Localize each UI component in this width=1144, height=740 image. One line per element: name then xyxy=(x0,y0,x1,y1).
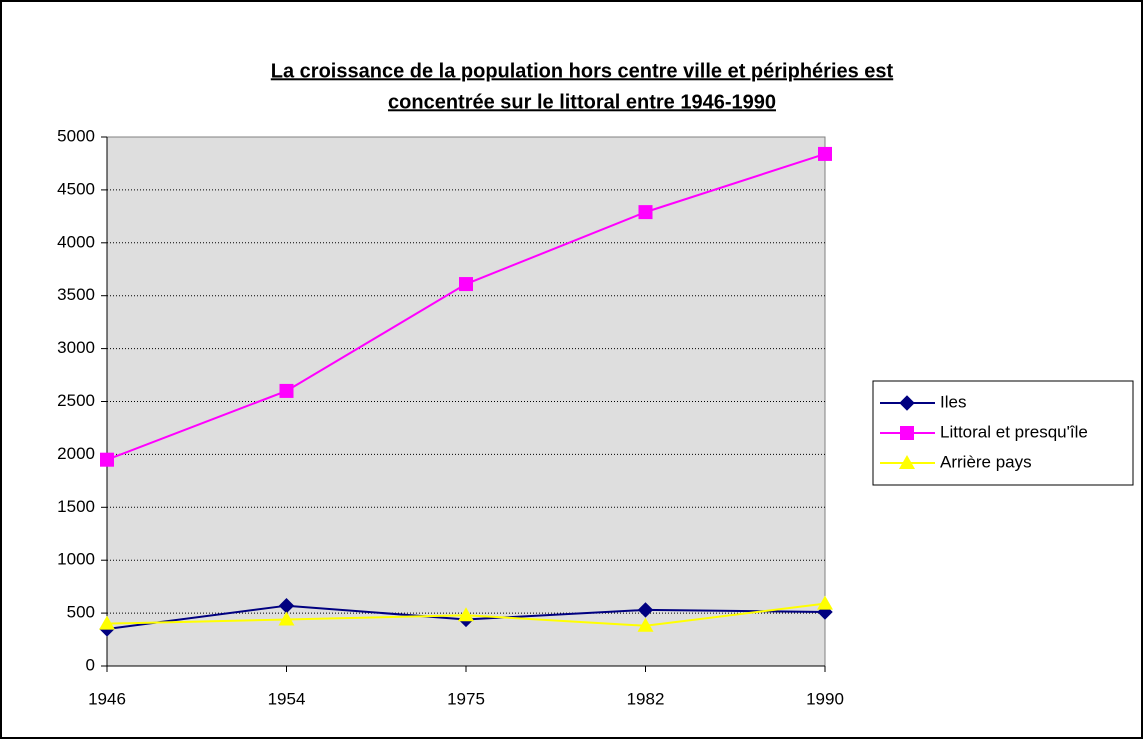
marker xyxy=(900,426,914,440)
marker xyxy=(458,607,474,622)
marker xyxy=(279,383,294,398)
y-tick-label: 4000 xyxy=(57,232,95,251)
y-tick-label: 0 xyxy=(86,655,95,674)
marker xyxy=(459,277,473,292)
chart-title: La croissance de la population hors cent… xyxy=(271,60,894,82)
x-tick-label: 1975 xyxy=(447,689,485,708)
x-tick-label: 1990 xyxy=(806,689,844,708)
y-tick-label: 1000 xyxy=(57,550,95,569)
legend-label: Arrière pays xyxy=(940,452,1032,471)
legend-label: Littoral et presqu'île xyxy=(940,422,1088,441)
marker xyxy=(638,205,653,220)
marker xyxy=(278,611,295,626)
x-tick-label: 1982 xyxy=(627,689,665,708)
marker xyxy=(637,602,654,618)
legend-label: Iles xyxy=(940,392,966,411)
y-tick-label: 4500 xyxy=(57,179,95,198)
y-tick-label: 2000 xyxy=(57,444,95,463)
marker xyxy=(637,617,654,632)
plot-area xyxy=(106,136,826,667)
marker xyxy=(99,615,115,630)
marker xyxy=(899,455,915,469)
x-tick-label: 1954 xyxy=(268,689,306,708)
marker xyxy=(818,146,832,161)
chart-title: concentrée sur le littoral entre 1946-19… xyxy=(388,91,776,113)
marker xyxy=(899,395,915,411)
y-tick-label: 3500 xyxy=(57,285,95,304)
y-tick-label: 1500 xyxy=(57,497,95,516)
y-tick-label: 3000 xyxy=(57,338,95,357)
x-tick-label: 1946 xyxy=(88,689,126,708)
y-tick-label: 500 xyxy=(67,603,95,622)
marker xyxy=(100,452,114,467)
y-tick-label: 5000 xyxy=(57,126,95,145)
y-tick-label: 2500 xyxy=(57,391,95,410)
marker xyxy=(817,595,833,610)
